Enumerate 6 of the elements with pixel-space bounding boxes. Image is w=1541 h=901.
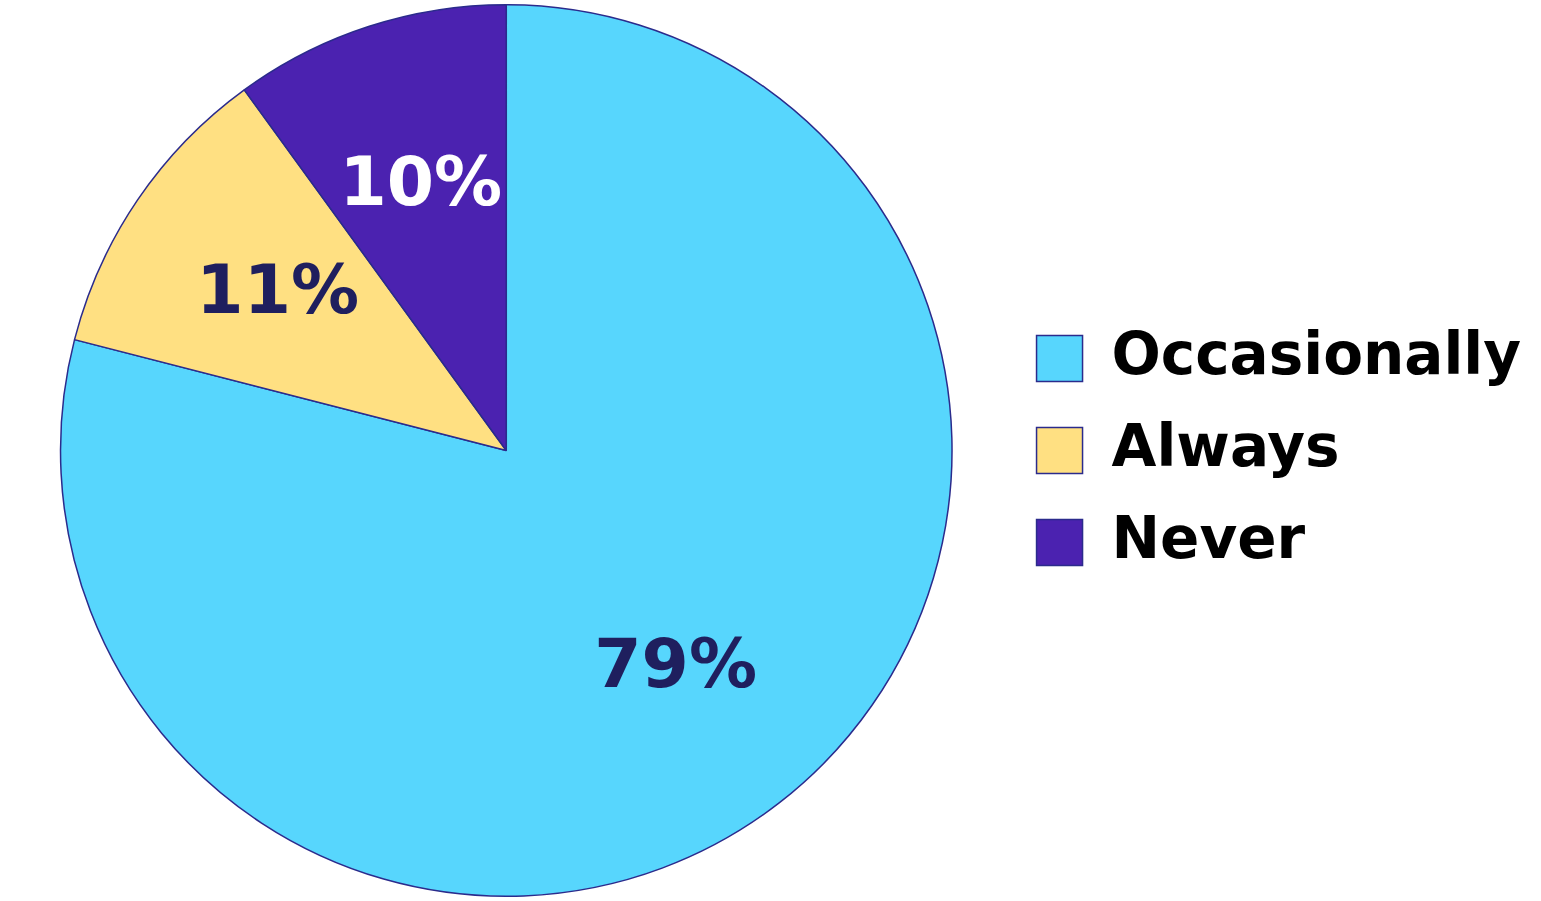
data-label: 10% [339, 142, 503, 222]
data-label: 79% [594, 623, 758, 703]
legend-label: Always [1111, 411, 1340, 480]
data-label: 11% [196, 249, 360, 329]
legend-label: Never [1111, 503, 1306, 572]
legend-label: Occasionally [1111, 319, 1522, 388]
